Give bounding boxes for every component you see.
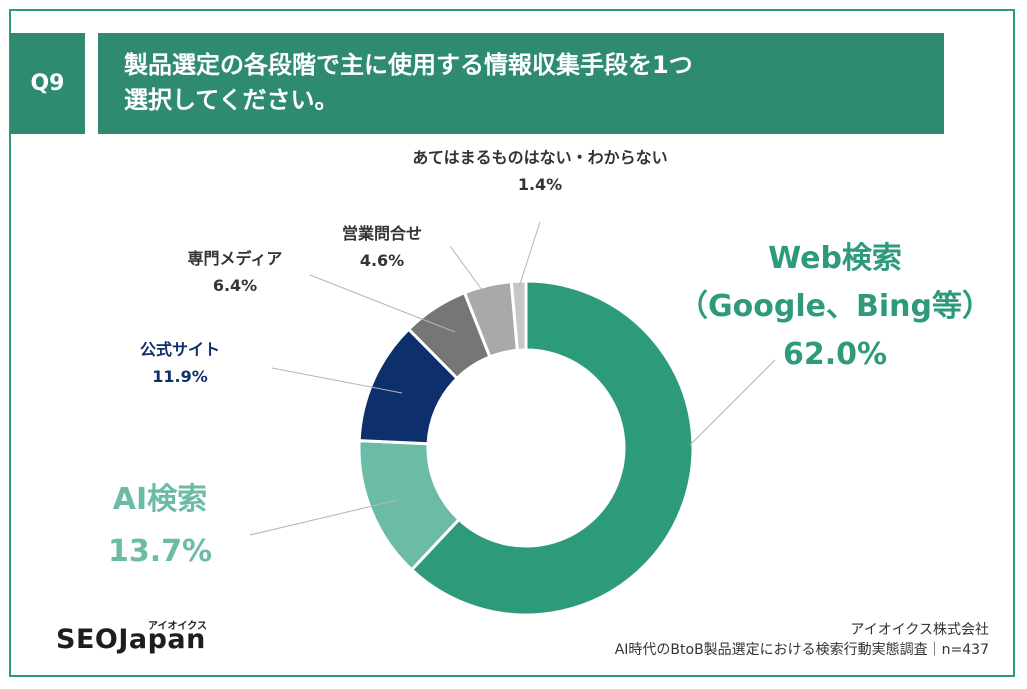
slice-percent-label: 62.0% bbox=[783, 337, 887, 372]
source-survey: AI時代のBtoB製品選定における検索行動実態調査｜n=437 bbox=[614, 642, 989, 658]
source-company: アイオイクス株式会社 bbox=[850, 622, 989, 638]
donut-slice bbox=[409, 279, 695, 617]
leader-line bbox=[309, 274, 456, 333]
slice-percent-label: 13.7% bbox=[108, 534, 212, 569]
slice-label: AI検索 bbox=[113, 482, 207, 517]
question-number-badge: Q9 bbox=[10, 33, 85, 134]
leader-line bbox=[689, 359, 776, 446]
leader-line bbox=[518, 221, 541, 288]
source-note: アイオイクス株式会社 AI時代のBtoB製品選定における検索行動実態調査｜n=4… bbox=[615, 620, 989, 660]
logo-ruby: アイオイクス bbox=[148, 621, 207, 632]
leader-line bbox=[249, 499, 399, 536]
leader-line bbox=[449, 245, 483, 291]
question-line-2: 選択してください。 bbox=[124, 86, 339, 114]
question-line-1: 製品選定の各段階で主に使用する情報収集手段を1つ bbox=[124, 51, 693, 79]
slice-label: （Google、Bing等） bbox=[678, 289, 992, 324]
donut-slice bbox=[509, 279, 528, 353]
slice-label: あてはまるものはない・わからない bbox=[412, 148, 667, 167]
seojapan-logo: SEOJapan bbox=[56, 624, 206, 655]
slice-percent-label: 4.6% bbox=[360, 251, 404, 270]
leader-line bbox=[271, 367, 403, 394]
question-banner: 製品選定の各段階で主に使用する情報収集手段を1つ 選択してください。 bbox=[98, 33, 944, 134]
slice-label: 専門メディア bbox=[188, 249, 283, 268]
slice-label: 公式サイト bbox=[140, 340, 220, 359]
slice-percent-label: 1.4% bbox=[518, 175, 562, 194]
slice-label: Web検索 bbox=[768, 241, 902, 276]
slice-percent-label: 6.4% bbox=[213, 276, 257, 295]
slice-percent-label: 11.9% bbox=[152, 367, 208, 386]
slice-label: 営業問合せ bbox=[342, 224, 422, 243]
question-number: Q9 bbox=[30, 71, 65, 96]
